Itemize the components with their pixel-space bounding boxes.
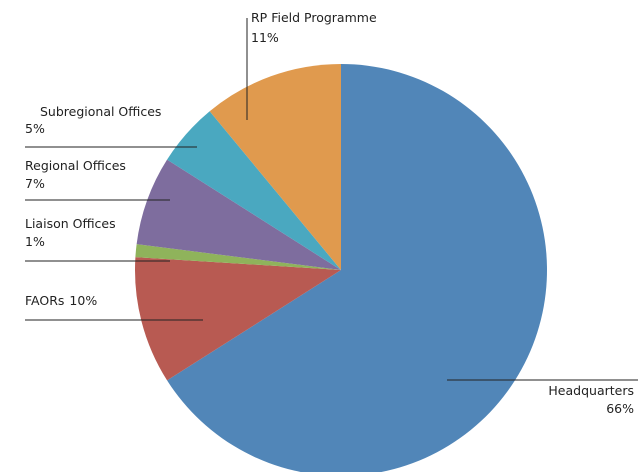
value-label: 10% [69, 293, 97, 308]
value-label: 66% [606, 401, 634, 416]
slice-label: Headquarters [548, 383, 634, 398]
category-name: Regional Offices [25, 158, 126, 173]
category-name: Liaison Offices [25, 216, 116, 231]
pie-slice [167, 111, 341, 271]
slice-label: Subregional Offices [40, 104, 161, 119]
category-name: Subregional Offices [40, 104, 161, 119]
pie-slice [136, 159, 341, 270]
category-name: FAORs [25, 293, 64, 308]
slice-label: FAORs 10% [25, 293, 97, 308]
slice-label: Regional Offices [25, 158, 126, 173]
value-label: 7% [25, 176, 45, 191]
value-label: 5% [25, 121, 45, 136]
category-name: RP Field Programme [251, 10, 377, 25]
pie-slice [135, 257, 341, 381]
pie-slice [135, 244, 341, 270]
slice-label: RP Field Programme [251, 10, 377, 25]
pie-slice [209, 64, 341, 270]
pie-slice [167, 64, 547, 472]
slice-label: Liaison Offices [25, 216, 116, 231]
value-label: 1% [25, 234, 45, 249]
value-label: 11% [251, 30, 279, 45]
category-name: Headquarters [548, 383, 634, 398]
